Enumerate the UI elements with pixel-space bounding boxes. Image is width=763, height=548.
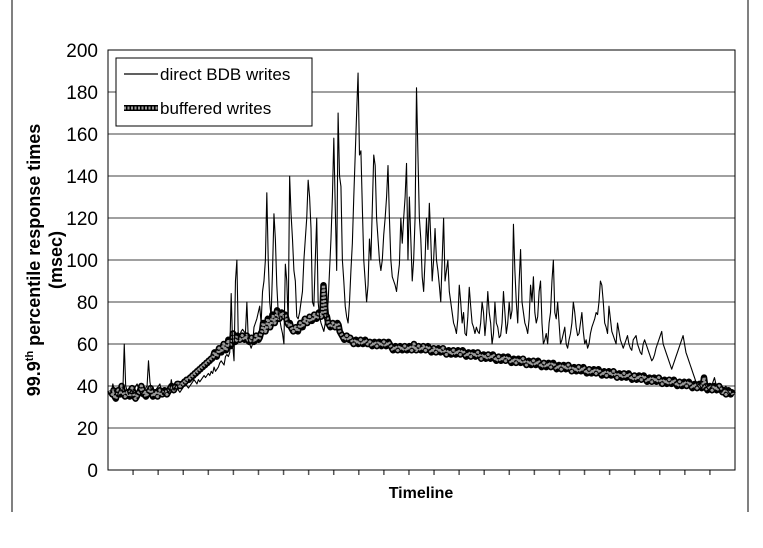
- series-layer: [107, 72, 736, 402]
- y-tick-label-100: 100: [66, 251, 98, 272]
- y-tick-label-40: 40: [77, 377, 98, 398]
- y-axis-title-unit: (msec): [46, 231, 66, 289]
- y-tick-label-140: 140: [66, 167, 98, 188]
- y-axis-title-prefix: 99.9: [24, 361, 44, 396]
- plot-area-border: [107, 49, 736, 471]
- legend-box: [115, 57, 313, 127]
- svg-text:99.9th percentile response tim: 99.9th percentile response times: [24, 124, 44, 397]
- y-tick-label-120: 120: [66, 209, 98, 230]
- y-tick-label-20: 20: [77, 419, 98, 440]
- y-tick-label-0: 0: [87, 461, 98, 482]
- y-axis-title-rest: percentile response times: [24, 124, 44, 351]
- y-tick-label-60: 60: [77, 335, 98, 356]
- y-tick-label-200: 200: [66, 41, 98, 62]
- y-axis-title-sup: th: [24, 351, 36, 362]
- legend-label-direct: direct BDB writes: [160, 65, 290, 84]
- x-axis-ticks: [132, 470, 711, 475]
- y-tick-label-180: 180: [66, 83, 98, 104]
- series-buffered-writes: [108, 283, 735, 401]
- x-axis-title: Timeline: [389, 485, 454, 502]
- legend: direct BDB writes buffered writes: [115, 57, 313, 127]
- legend-label-buffered: buffered writes: [160, 99, 271, 118]
- y-axis-ticks: 0 20 40 60 80 100 120 140 160 180 200: [66, 41, 98, 482]
- y-tick-label-80: 80: [77, 293, 98, 314]
- series-direct-bdb-writes: [109, 72, 734, 398]
- y-tick-label-160: 160: [66, 125, 98, 146]
- y-axis-title: 99.9th percentile response times (msec): [24, 124, 66, 397]
